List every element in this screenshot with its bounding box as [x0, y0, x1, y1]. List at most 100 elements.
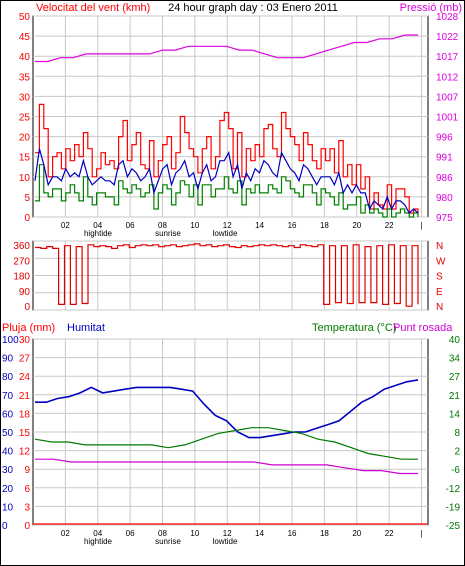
temperature-y-tick: 27	[449, 372, 461, 383]
wind-pressure-panel: Velocitat del vent (kmh) 24 hour graph d…	[19, 2, 462, 238]
wind-y-tick: 45	[19, 32, 31, 43]
x-tick-label: 12	[223, 221, 232, 230]
wind-y-tick: 20	[19, 133, 31, 144]
temperature-axis-title: Temperatura (°C)	[312, 322, 396, 334]
x-tick-label: 04	[93, 221, 102, 230]
wind-y-tick: 0	[24, 213, 30, 224]
wind-y-tick: 40	[19, 52, 31, 63]
pressure-line	[35, 34, 418, 63]
wind-y-tick: 15	[19, 153, 31, 164]
rain-y-tick: 0	[24, 521, 30, 532]
wind-axis-title: Velocitat del vent (kmh)	[36, 2, 150, 14]
x-tick-label: 12	[223, 529, 232, 538]
x-event-label: hightide	[84, 537, 113, 546]
wind-gust-line	[35, 103, 419, 214]
rain-y-tick: 27	[19, 354, 31, 365]
x-tick-label: 02	[61, 529, 70, 538]
wind-y-tick: 5	[24, 193, 30, 204]
compass-y-tick: S	[436, 272, 443, 283]
temperature-y-tick: -12	[446, 484, 461, 495]
x-event-label: sunrise	[155, 229, 181, 238]
x-tick-label: 02	[61, 221, 70, 230]
compass-y-tick: W	[436, 256, 446, 267]
x-tick-label: 18	[320, 221, 329, 230]
x-tick-label: 14	[255, 221, 264, 230]
temperature-y-tick: 2	[454, 447, 460, 458]
compass-y-tick: E	[436, 287, 443, 298]
x-tick-label: 06	[126, 221, 135, 230]
wind-direction-line	[35, 243, 419, 307]
x-tick-label: 04	[93, 529, 102, 538]
pressure-y-tick: 986	[436, 173, 453, 184]
humidity-y-tick: 100	[2, 335, 19, 346]
pressure-y-tick: 991	[436, 153, 453, 164]
x-tick-label: 20	[352, 221, 361, 230]
x-tick-label: 10	[190, 529, 199, 538]
rain-y-tick: 6	[24, 484, 30, 495]
wind-y-tick: 10	[19, 173, 31, 184]
x-tick-label: 22	[385, 529, 394, 538]
x-tick-label: 08	[158, 221, 167, 230]
dewpoint-line	[35, 458, 418, 475]
humidity-y-tick: 70	[2, 391, 14, 402]
pressure-y-tick: 1028	[436, 12, 459, 23]
wind-y-tick: 30	[19, 92, 31, 103]
temperature-y-tick: 21	[449, 391, 461, 402]
wind-avg-line	[34, 148, 419, 214]
direction-y-tick: 0	[24, 302, 30, 313]
x-event-label: lowtide	[213, 229, 238, 238]
x-tick-label: 06	[126, 529, 135, 538]
pressure-y-tick: 1017	[436, 52, 459, 63]
humidity-y-tick: 30	[2, 465, 14, 476]
x-tick-label: 22	[385, 221, 394, 230]
rain-y-tick: 24	[19, 372, 31, 383]
humidity-y-tick: 60	[2, 409, 14, 420]
humidity-y-tick: 80	[2, 372, 14, 383]
rain-y-tick: 3	[24, 502, 30, 513]
x-tick-label: 20	[352, 529, 361, 538]
humidity-y-tick: 0	[2, 521, 8, 532]
humidity-y-tick: 40	[2, 447, 14, 458]
rain-y-tick: 21	[19, 391, 31, 402]
rain-y-tick: 18	[19, 409, 31, 420]
pressure-y-tick: 1007	[436, 92, 459, 103]
pressure-y-tick: 1001	[436, 113, 459, 124]
chart-title: 24 hour graph day : 03 Enero 2011	[168, 2, 338, 14]
rain-y-tick: 30	[19, 335, 31, 346]
pressure-y-tick: 1012	[436, 72, 459, 83]
direction-y-tick: 360	[13, 241, 30, 252]
x-event-label: lowtide	[213, 537, 238, 546]
compass-y-tick: N	[436, 241, 443, 252]
x-tick-label: |	[420, 221, 422, 230]
pressure-y-tick: 975	[436, 213, 453, 224]
x-tick-label: 18	[320, 529, 329, 538]
pressure-y-tick: 996	[436, 133, 453, 144]
x-tick-label: 16	[288, 529, 297, 538]
humidity-y-tick: 50	[2, 428, 14, 439]
direction-y-tick: 270	[13, 256, 30, 267]
pressure-axis-title: Pressió (mb)	[400, 2, 462, 14]
humidity-y-tick: 90	[2, 354, 14, 365]
humidity-axis-title: Humitat	[67, 322, 105, 334]
direction-y-tick: 90	[19, 287, 31, 298]
x-tick-label: 16	[288, 221, 297, 230]
wind-y-tick: 25	[19, 113, 31, 124]
pressure-y-tick: 1022	[436, 32, 459, 43]
rain-axis-title: Pluja (mm)	[2, 322, 55, 334]
rain-y-tick: 9	[24, 465, 30, 476]
compass-y-tick: N	[436, 302, 443, 313]
wind-y-tick: 50	[19, 12, 31, 23]
humidity-temperature-panel: Pluja (mm) Humitat Temperatura (°C) Punt…	[2, 322, 460, 546]
x-tick-label: 10	[190, 221, 199, 230]
humidity-y-tick: 20	[2, 484, 14, 495]
wind-y-tick: 35	[19, 72, 31, 83]
temperature-y-tick: -19	[446, 502, 461, 513]
temperature-y-tick: -6	[451, 465, 460, 476]
wind-min-line	[35, 164, 419, 218]
temperature-y-tick: 8	[454, 428, 460, 439]
rain-y-tick: 15	[19, 428, 31, 439]
pressure-y-tick: 980	[436, 193, 453, 204]
direction-y-tick: 180	[13, 272, 30, 283]
x-tick-label: 08	[158, 529, 167, 538]
